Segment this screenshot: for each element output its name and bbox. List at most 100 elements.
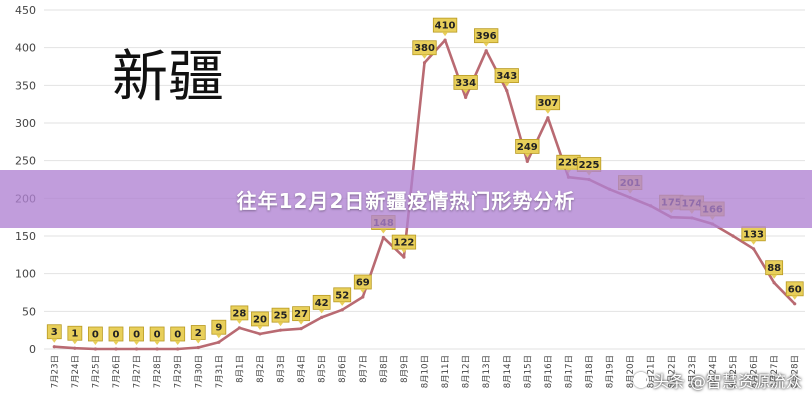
x-tick-label: 8月23日 <box>688 355 698 388</box>
data-label: 343 <box>494 68 519 87</box>
y-axis-ticks: 050100150200250300350400450 <box>15 4 36 356</box>
data-point <box>278 328 283 332</box>
data-label-pointer <box>71 340 78 345</box>
data-label: 1 <box>67 325 83 345</box>
data-label: 69 <box>353 274 372 294</box>
x-tick-label: 8月14日 <box>503 355 513 388</box>
data-point <box>340 308 344 312</box>
data-label-pointer <box>503 82 510 87</box>
data-point <box>402 255 406 259</box>
data-label-pointer <box>154 341 161 345</box>
x-tick-label: 7月25日 <box>91 355 101 388</box>
data-point <box>217 340 221 344</box>
x-tick-label: 8月24日 <box>708 355 718 388</box>
data-label: 122 <box>391 234 417 254</box>
data-point <box>505 89 509 93</box>
data-label-text: 3 <box>51 327 58 338</box>
data-label: 9 <box>211 319 227 339</box>
data-label-text: 28 <box>232 308 246 319</box>
banner-title: 往年12月2日新疆疫情热门形势分析 <box>236 188 576 213</box>
data-label-text: 27 <box>294 309 308 320</box>
x-tick-label: 8月5日 <box>318 355 328 383</box>
data-point <box>443 38 447 42</box>
data-point <box>155 347 159 351</box>
x-tick-label: 8月6日 <box>338 355 348 383</box>
data-label-text: 225 <box>579 160 600 171</box>
data-label-pointer <box>195 339 202 344</box>
x-tick-label: 7月28日 <box>153 355 163 388</box>
chart-title: 新疆 <box>112 45 224 110</box>
data-label: 0 <box>170 326 186 345</box>
x-tick-label: 8月12日 <box>462 355 472 388</box>
data-label: 334 <box>453 74 478 94</box>
data-label-pointer <box>256 325 263 330</box>
x-tick-label: 7月24日 <box>71 355 81 388</box>
data-label-pointer <box>791 295 798 300</box>
data-label-text: 334 <box>455 78 476 89</box>
x-tick-label: 8月7日 <box>359 355 369 383</box>
x-tick-label: 7月23日 <box>50 355 60 388</box>
data-label: 88 <box>765 260 784 279</box>
data-label-pointer <box>277 322 284 327</box>
y-tick-label: 250 <box>15 155 36 168</box>
y-tick-label: 100 <box>15 268 36 281</box>
data-label: 20 <box>251 311 269 330</box>
data-label-pointer <box>750 240 757 245</box>
data-label-pointer <box>442 32 449 37</box>
x-tick-label: 8月1日 <box>235 355 245 383</box>
data-label-pointer <box>133 341 140 345</box>
x-tick-label: 8月28日 <box>791 355 801 388</box>
data-label: 410 <box>432 17 458 37</box>
data-point <box>546 116 550 120</box>
watermark: 头条 @智慧资源流众 <box>632 368 802 392</box>
x-tick-label: 7月26日 <box>112 355 122 388</box>
x-tick-label: 8月10日 <box>421 355 431 388</box>
y-tick-label: 450 <box>15 4 36 17</box>
data-label-text: 52 <box>335 290 349 301</box>
x-tick-label: 8月22日 <box>667 355 677 388</box>
x-tick-label: 7月29日 <box>174 355 184 388</box>
data-label-text: 380 <box>414 43 435 54</box>
data-label-text: 410 <box>435 21 456 32</box>
data-point <box>525 159 529 164</box>
data-label: 27 <box>292 306 310 325</box>
data-label-text: 396 <box>476 31 497 42</box>
data-label-pointer <box>51 338 58 343</box>
data-label: 52 <box>333 287 352 306</box>
data-label-pointer <box>318 309 325 314</box>
data-label-pointer <box>483 42 490 47</box>
data-label: 25 <box>271 307 290 327</box>
data-label-text: 343 <box>496 71 517 82</box>
data-point <box>134 347 139 351</box>
data-label-pointer <box>421 54 428 59</box>
data-point <box>196 345 200 350</box>
data-label-text: 0 <box>154 330 161 341</box>
data-label-pointer <box>298 320 305 325</box>
data-point <box>176 347 180 351</box>
data-label-text: 1 <box>71 329 78 340</box>
data-label: 0 <box>88 326 103 345</box>
data-point <box>464 95 468 99</box>
x-tick-label: 7月30日 <box>194 355 204 388</box>
data-label-box <box>432 17 458 33</box>
data-label: 133 <box>741 226 766 245</box>
data-label: 42 <box>312 294 331 314</box>
data-label-text: 20 <box>253 314 267 325</box>
data-label-pointer <box>339 301 346 306</box>
data-point <box>361 295 365 299</box>
data-point <box>258 332 262 336</box>
data-label-text: 249 <box>517 142 538 153</box>
x-tick-label: 8月9日 <box>400 355 410 383</box>
data-point <box>751 247 756 251</box>
data-point <box>793 302 797 306</box>
data-label-pointer <box>771 274 778 279</box>
data-label: 380 <box>412 40 437 59</box>
data-label-pointer <box>174 341 181 345</box>
data-label: 0 <box>108 326 124 345</box>
x-tick-label: 8月17日 <box>564 355 574 388</box>
data-label-text: 133 <box>743 229 764 240</box>
data-label: 2 <box>190 325 206 344</box>
data-label: 28 <box>230 305 249 324</box>
data-label: 307 <box>535 95 561 114</box>
x-tick-label: 8月27日 <box>770 355 780 388</box>
